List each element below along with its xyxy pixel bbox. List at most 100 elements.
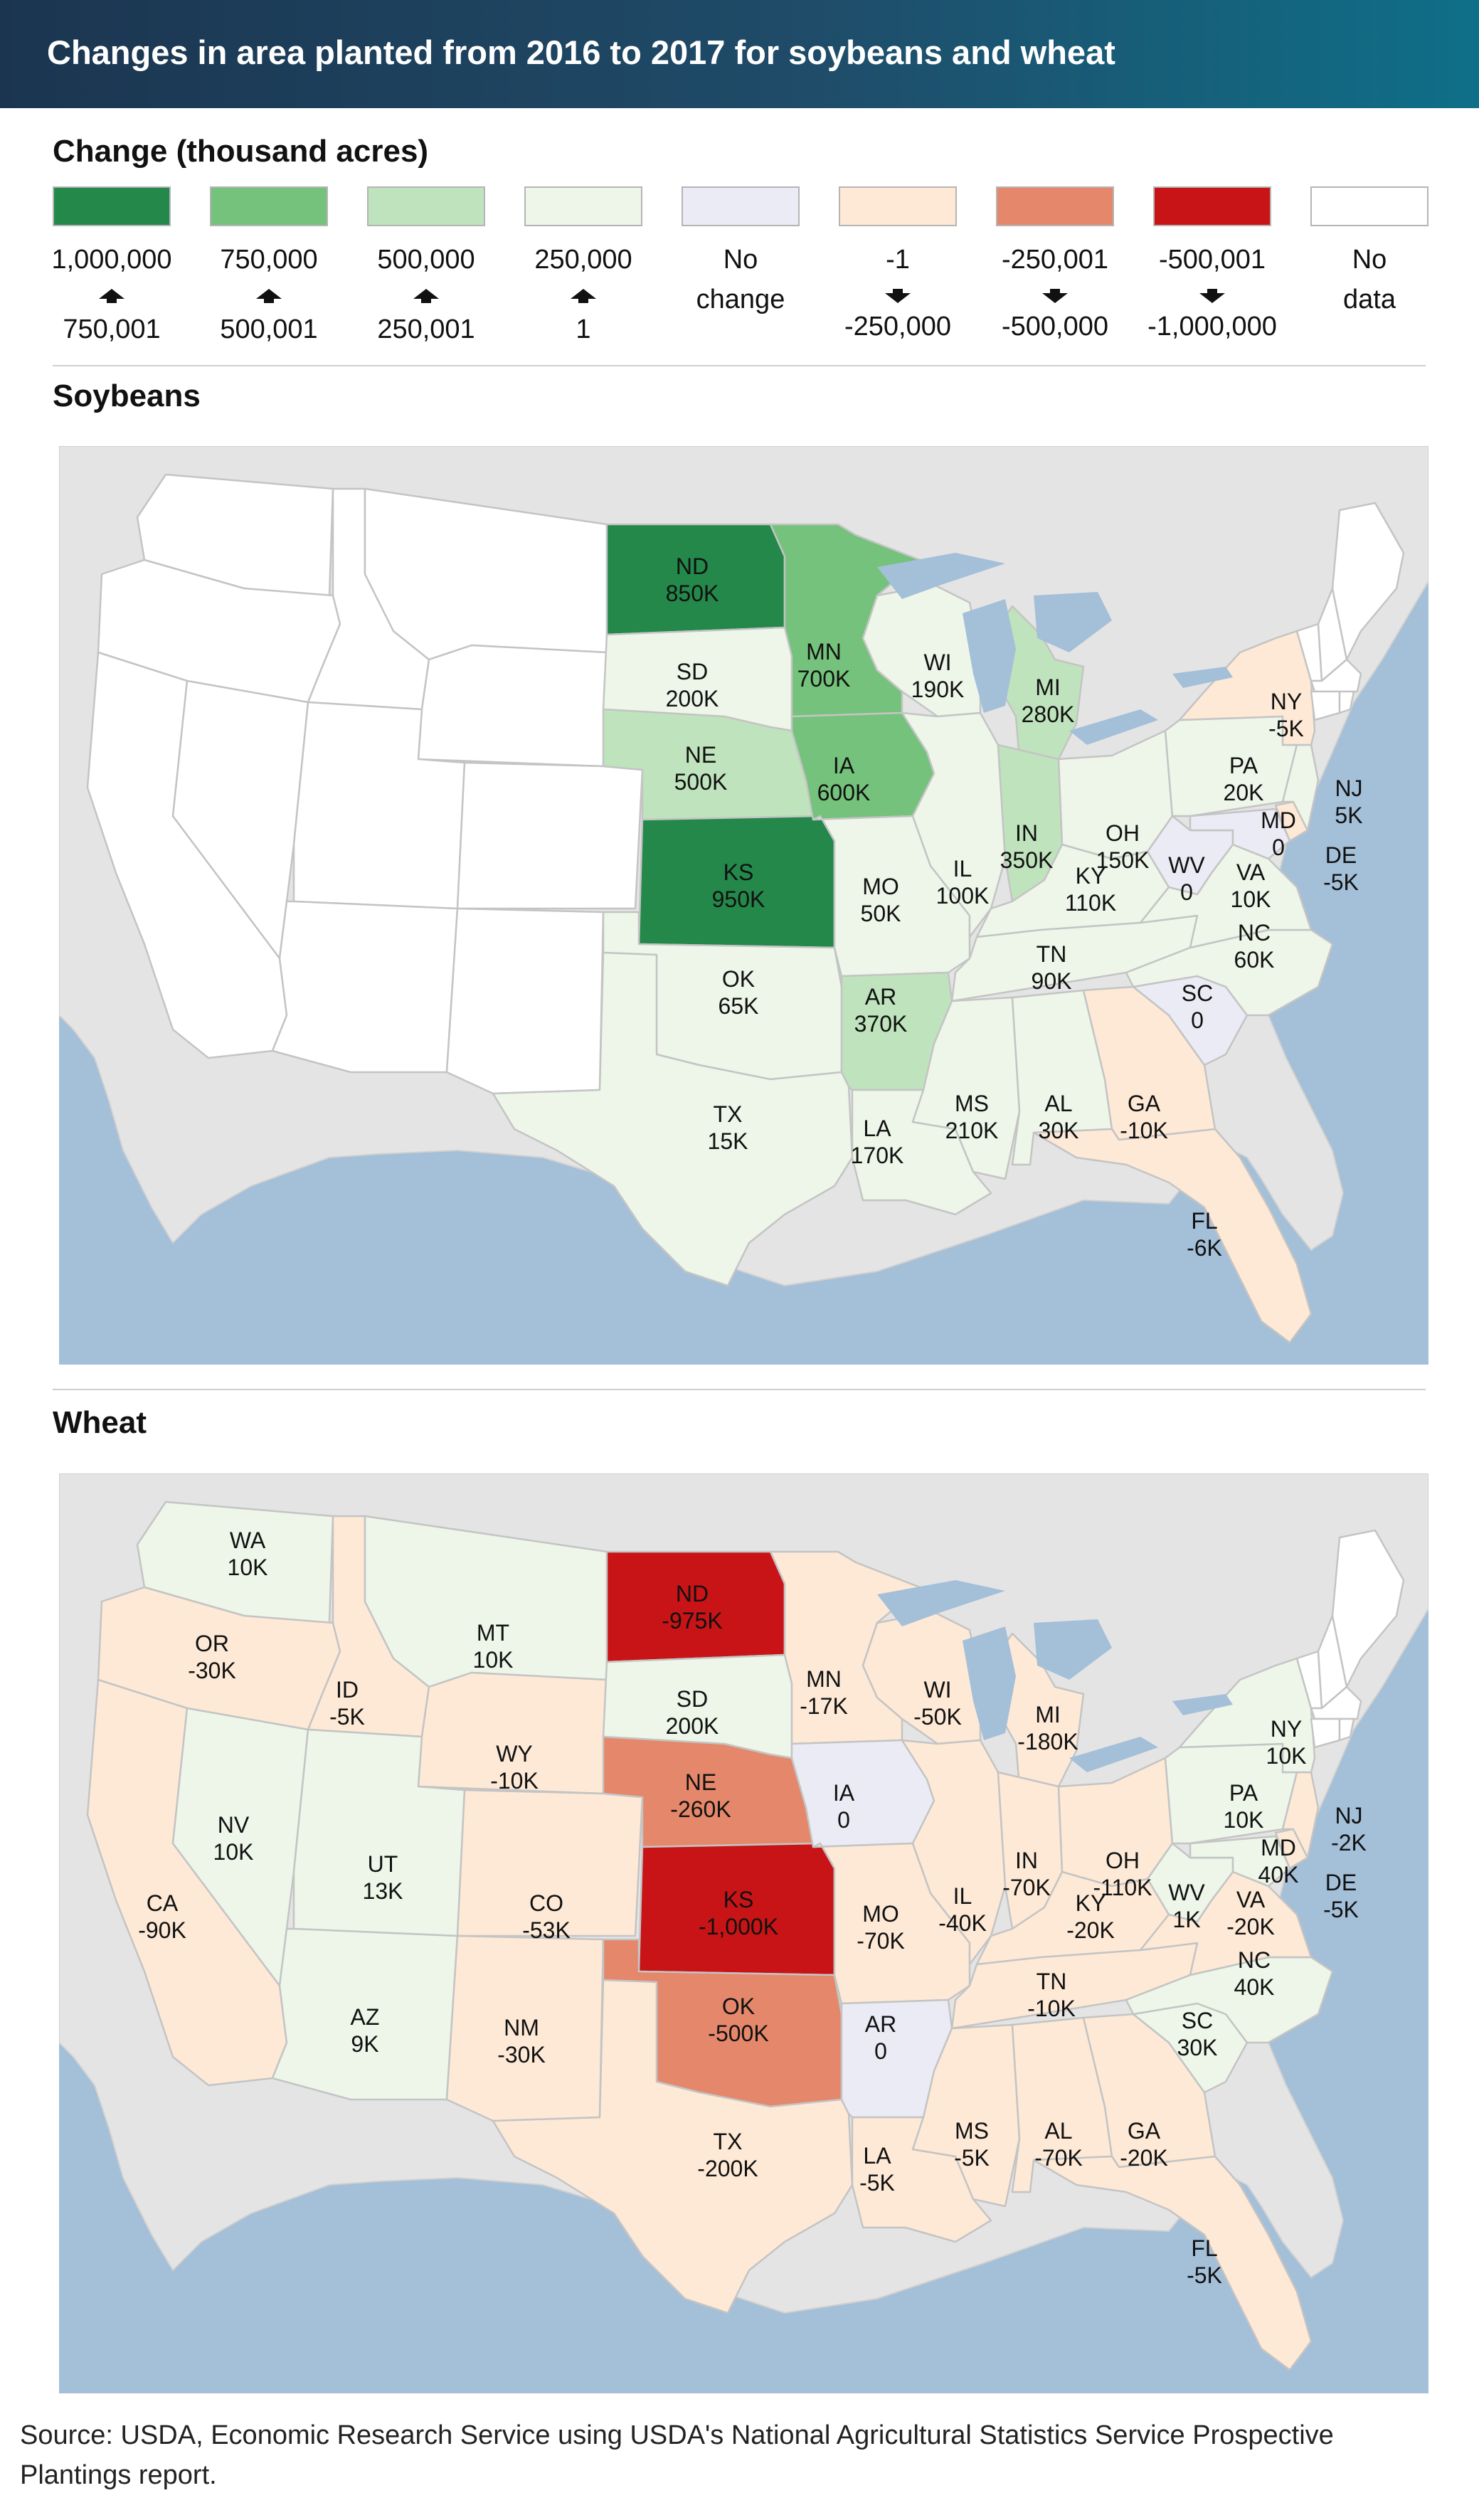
state-label-tx: TX bbox=[714, 1101, 743, 1127]
state-label-ms: MS bbox=[955, 2118, 989, 2144]
wheat-title: Wheat bbox=[53, 1405, 147, 1440]
great-lake-2 bbox=[963, 599, 1016, 713]
state-value-nj: 5K bbox=[1335, 803, 1362, 828]
state-label-oh: OH bbox=[1106, 820, 1140, 846]
state-value-va: -20K bbox=[1226, 1914, 1275, 1939]
state-value-mo: -70K bbox=[857, 1928, 905, 1954]
state-value-ut: 13K bbox=[363, 1878, 403, 1904]
state-value-tx: 15K bbox=[708, 1128, 748, 1154]
state-value-wa: 10K bbox=[228, 1555, 268, 1580]
state-value-ga: -10K bbox=[1120, 1118, 1168, 1143]
state-label-md: MD bbox=[1261, 808, 1296, 833]
state-label-wa: WA bbox=[230, 1528, 266, 1553]
state-label-mo: MO bbox=[862, 874, 899, 899]
state-value-in: -70K bbox=[1002, 1875, 1051, 1900]
state-az bbox=[271, 900, 459, 1074]
state-label-ks: KS bbox=[723, 1887, 754, 1912]
state-nj bbox=[1281, 743, 1320, 832]
state-value-al: 30K bbox=[1039, 1118, 1079, 1143]
state-label-ga: GA bbox=[1128, 1091, 1161, 1116]
legend-label-bottom-1: 750,001 bbox=[63, 314, 161, 344]
state-value-mo: 50K bbox=[861, 901, 901, 926]
legend-label-top-6: -1 bbox=[886, 245, 910, 275]
state-label-sc: SC bbox=[1182, 2008, 1213, 2033]
state-value-ks: 950K bbox=[712, 886, 765, 912]
state-label-ms: MS bbox=[955, 1091, 989, 1116]
state-label-az: AZ bbox=[351, 2004, 380, 2030]
state-label-ga: GA bbox=[1128, 2118, 1161, 2144]
state-label-de: DE bbox=[1325, 1870, 1357, 1895]
legend-label-bottom-8: -1,000,000 bbox=[1147, 312, 1277, 342]
legend-swatch-6 bbox=[839, 186, 957, 226]
legend-title: Change (thousand acres) bbox=[53, 134, 429, 169]
legend-label-bottom-3: 250,001 bbox=[377, 314, 475, 344]
state-label-la: LA bbox=[863, 2143, 891, 2169]
state-label-wy: WY bbox=[496, 1741, 533, 1767]
state-il bbox=[901, 711, 1007, 938]
state-label-nm: NM bbox=[504, 2015, 539, 2040]
state-value-ny: 10K bbox=[1266, 1743, 1307, 1769]
legend-swatch-8 bbox=[1153, 186, 1271, 226]
state-label-ny: NY bbox=[1271, 689, 1302, 714]
state-label-ia: IA bbox=[833, 1780, 855, 1806]
state-tx bbox=[492, 951, 854, 1287]
divider-legend bbox=[53, 365, 1426, 366]
state-value-mn: 700K bbox=[797, 666, 851, 692]
state-value-co: -53K bbox=[522, 1917, 571, 1943]
state-label-ut: UT bbox=[368, 1851, 398, 1877]
state-value-ca: -90K bbox=[138, 1917, 186, 1943]
state-label-or: OR bbox=[195, 1631, 229, 1656]
great-lake-4 bbox=[1069, 709, 1158, 745]
state-label-tx: TX bbox=[714, 2129, 743, 2154]
state-label-ky: KY bbox=[1076, 1890, 1106, 1916]
state-label-mn: MN bbox=[806, 1666, 842, 1692]
state-value-ga: -20K bbox=[1120, 2145, 1168, 2171]
state-fl bbox=[1032, 1128, 1313, 1344]
state-value-al: -70K bbox=[1034, 2145, 1083, 2171]
state-label-co: CO bbox=[529, 1890, 563, 1916]
state-value-ky: 110K bbox=[1065, 890, 1116, 916]
state-label-wv: WV bbox=[1168, 852, 1205, 878]
state-label-nd: ND bbox=[676, 554, 709, 579]
state-value-ms: -5K bbox=[954, 2145, 990, 2171]
state-label-nv: NV bbox=[218, 1812, 250, 1838]
legend-arrow-up-icon bbox=[99, 289, 124, 303]
great-lake-3 bbox=[1034, 592, 1112, 652]
state-label-al: AL bbox=[1044, 2118, 1072, 2144]
state-value-wv: 0 bbox=[1180, 879, 1193, 905]
source-note: Source: USDA, Economic Research Service … bbox=[20, 2420, 1334, 2490]
state-value-mi: 280K bbox=[1022, 702, 1075, 727]
state-label-mi: MI bbox=[1035, 674, 1061, 700]
state-value-va: 10K bbox=[1231, 886, 1271, 912]
state-label-sd: SD bbox=[677, 659, 708, 684]
state-value-nv: 10K bbox=[213, 1839, 254, 1865]
state-label-il: IL bbox=[953, 856, 972, 882]
state-tx bbox=[492, 1979, 854, 2314]
legend-arrow-up-icon bbox=[413, 289, 439, 303]
state-label-ok: OK bbox=[722, 966, 755, 992]
state-value-wy: -10K bbox=[490, 1768, 539, 1794]
state-label-md: MD bbox=[1261, 1835, 1296, 1860]
state-value-in: 350K bbox=[1000, 847, 1054, 873]
state-value-md: 0 bbox=[1272, 835, 1285, 860]
wheat-map: WA 10K OR -30K ID -5K MT 10K WY -10K NV 10K UT 13K CA -… bbox=[59, 1473, 1428, 2393]
state-label-mi: MI bbox=[1035, 1702, 1061, 1727]
state-label-in: IN bbox=[1015, 820, 1038, 846]
state-label-sd: SD bbox=[677, 1686, 708, 1712]
legend-swatch-7 bbox=[996, 186, 1114, 226]
legend-swatch-3 bbox=[367, 186, 485, 226]
state-label-nj: NJ bbox=[1335, 775, 1362, 801]
state-value-sd: 200K bbox=[666, 1713, 719, 1739]
state-label-fl: FL bbox=[1191, 2235, 1217, 2261]
great-lake-1 bbox=[877, 1580, 1005, 1626]
state-nd bbox=[605, 1550, 786, 1663]
state-md bbox=[1189, 1835, 1291, 1888]
state-label-mt: MT bbox=[477, 1620, 509, 1646]
state-label-nc: NC bbox=[1238, 920, 1271, 946]
state-value-oh: 150K bbox=[1096, 847, 1150, 873]
state-value-nm: -30K bbox=[497, 2042, 546, 2068]
state-nd bbox=[605, 523, 786, 636]
legend-label-top-7: -250,001 bbox=[1001, 245, 1108, 275]
state-label-ok: OK bbox=[722, 1994, 755, 2019]
state-value-sc: 0 bbox=[1191, 1007, 1204, 1033]
